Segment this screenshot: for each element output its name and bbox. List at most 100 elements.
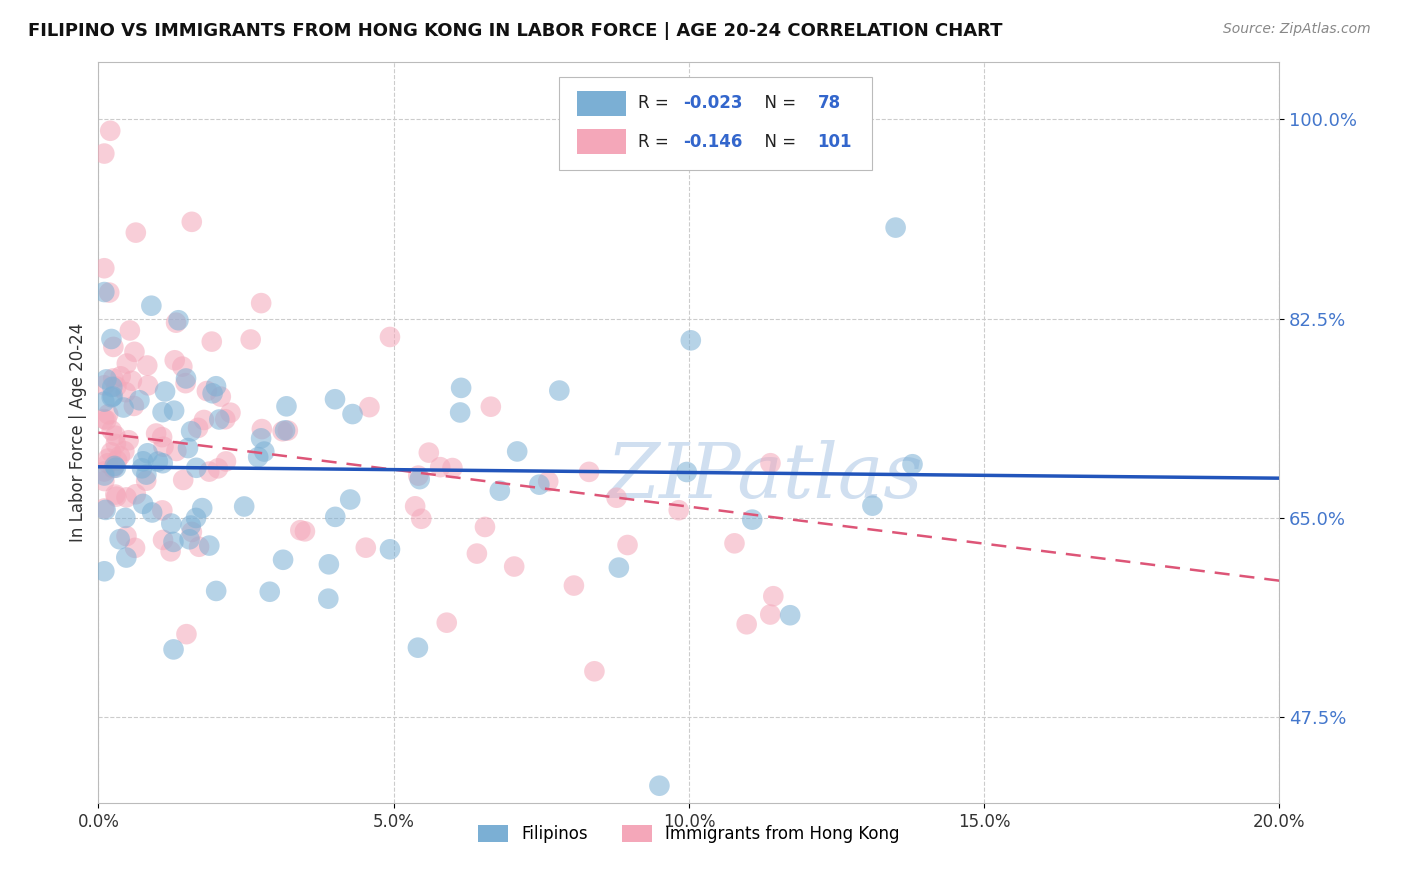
- Point: [93, 261, 115, 276]
- Point: [233, 500, 256, 514]
- Point: [188, 540, 211, 554]
- Point: [93, 465, 115, 479]
- Point: [115, 529, 138, 543]
- Point: [762, 589, 785, 603]
- Point: [208, 412, 231, 426]
- Point: [176, 627, 198, 641]
- Point: [104, 428, 127, 442]
- Point: [201, 386, 224, 401]
- Point: [141, 506, 163, 520]
- Point: [105, 490, 128, 504]
- Point: [675, 465, 697, 479]
- Point: [198, 465, 221, 479]
- Point: [648, 779, 671, 793]
- Point: [193, 413, 215, 427]
- Point: [145, 426, 167, 441]
- Point: [449, 405, 471, 419]
- Point: [548, 384, 571, 398]
- Point: [198, 539, 221, 553]
- Text: -0.023: -0.023: [683, 95, 742, 112]
- Text: N =: N =: [754, 95, 801, 112]
- Point: [152, 405, 174, 419]
- Point: [378, 330, 401, 344]
- Text: ZIPatlas: ZIPatlas: [607, 440, 924, 514]
- Point: [562, 578, 585, 592]
- Point: [489, 483, 512, 498]
- Point: [429, 460, 451, 475]
- Point: [323, 392, 346, 407]
- Point: [93, 285, 115, 299]
- Point: [259, 584, 281, 599]
- Point: [884, 220, 907, 235]
- Point: [450, 381, 472, 395]
- Point: [128, 393, 150, 408]
- Point: [607, 560, 630, 574]
- Point: [100, 445, 122, 459]
- Point: [215, 454, 238, 468]
- Point: [177, 441, 200, 455]
- Text: -0.146: -0.146: [683, 133, 742, 151]
- Point: [136, 359, 159, 373]
- Point: [411, 512, 433, 526]
- Point: [103, 461, 125, 475]
- Point: [163, 403, 186, 417]
- Point: [250, 431, 273, 445]
- Point: [118, 323, 141, 337]
- Point: [105, 453, 128, 467]
- Point: [167, 313, 190, 327]
- Point: [131, 461, 153, 475]
- Point: [96, 413, 118, 427]
- Point: [165, 316, 187, 330]
- Point: [94, 503, 117, 517]
- Point: [174, 376, 197, 391]
- Point: [294, 524, 316, 539]
- FancyBboxPatch shape: [576, 129, 626, 154]
- Point: [103, 371, 125, 385]
- Point: [250, 422, 273, 436]
- Point: [503, 559, 526, 574]
- Point: [153, 384, 176, 399]
- Point: [342, 407, 364, 421]
- Point: [271, 553, 294, 567]
- Point: [741, 513, 763, 527]
- Point: [537, 475, 560, 489]
- Point: [465, 547, 488, 561]
- Point: [125, 487, 148, 501]
- Point: [174, 371, 197, 385]
- Point: [124, 541, 146, 555]
- Point: [378, 542, 401, 557]
- Point: [668, 503, 690, 517]
- Point: [150, 503, 173, 517]
- Point: [578, 465, 600, 479]
- Point: [101, 380, 124, 394]
- Point: [529, 477, 551, 491]
- Point: [271, 424, 294, 438]
- Point: [404, 500, 426, 514]
- Text: N =: N =: [754, 133, 801, 151]
- Point: [290, 523, 312, 537]
- Point: [406, 468, 429, 483]
- Point: [679, 334, 702, 348]
- Point: [606, 491, 628, 505]
- Point: [441, 461, 464, 475]
- Point: [93, 394, 115, 409]
- Point: [723, 536, 745, 550]
- Point: [122, 399, 145, 413]
- Point: [125, 226, 148, 240]
- Point: [124, 344, 146, 359]
- Point: [115, 550, 138, 565]
- Point: [104, 487, 127, 501]
- Point: [184, 511, 207, 525]
- Point: [247, 450, 270, 464]
- Point: [93, 378, 115, 392]
- Point: [100, 424, 122, 438]
- Point: [136, 378, 159, 392]
- Point: [105, 379, 128, 393]
- Point: [250, 296, 273, 310]
- Point: [339, 492, 361, 507]
- Point: [115, 491, 138, 505]
- Point: [436, 615, 458, 630]
- Point: [779, 608, 801, 623]
- Point: [253, 444, 276, 458]
- Point: [207, 461, 229, 475]
